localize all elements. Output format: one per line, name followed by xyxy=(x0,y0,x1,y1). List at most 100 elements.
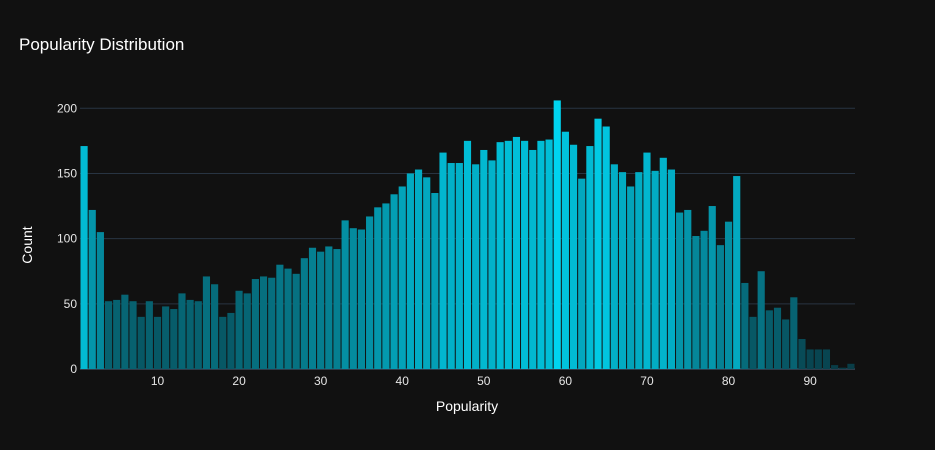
histogram-bar[interactable] xyxy=(129,301,137,369)
histogram-bar[interactable] xyxy=(480,149,488,369)
histogram-bar[interactable] xyxy=(839,367,847,369)
histogram-bar[interactable] xyxy=(423,177,431,369)
histogram-bar[interactable] xyxy=(741,282,749,369)
histogram-bar[interactable] xyxy=(259,276,268,369)
histogram-bar[interactable] xyxy=(349,228,357,369)
histogram-bar[interactable] xyxy=(512,136,521,369)
histogram-bar[interactable] xyxy=(733,176,741,369)
histogram-bar[interactable] xyxy=(243,293,251,369)
histogram-bar[interactable] xyxy=(186,299,194,369)
histogram-bar[interactable] xyxy=(765,310,773,369)
histogram-bar[interactable] xyxy=(676,212,684,369)
histogram-bar[interactable] xyxy=(194,301,202,369)
histogram-bar[interactable] xyxy=(790,297,798,369)
histogram-bar[interactable] xyxy=(602,126,610,369)
histogram-bar[interactable] xyxy=(822,349,831,369)
histogram-bar[interactable] xyxy=(496,142,504,369)
bars xyxy=(80,100,855,370)
histogram-bar[interactable] xyxy=(757,271,765,369)
histogram-bar[interactable] xyxy=(113,299,121,369)
histogram-bar[interactable] xyxy=(488,160,496,369)
histogram-bar[interactable] xyxy=(635,172,643,369)
histogram-bar[interactable] xyxy=(847,363,855,369)
histogram-bar[interactable] xyxy=(398,186,406,369)
histogram-bar[interactable] xyxy=(145,301,153,369)
histogram-bar[interactable] xyxy=(357,229,366,370)
histogram-bar[interactable] xyxy=(88,209,96,369)
histogram-bar[interactable] xyxy=(831,365,839,369)
histogram-bar[interactable] xyxy=(561,131,569,369)
histogram-bar[interactable] xyxy=(782,319,790,369)
histogram-bar[interactable] xyxy=(569,144,578,369)
histogram-bar[interactable] xyxy=(374,207,382,369)
histogram-bar[interactable] xyxy=(545,139,553,369)
histogram-bar[interactable] xyxy=(431,192,439,369)
histogram-bar[interactable] xyxy=(643,152,651,369)
x-tick-label: 30 xyxy=(314,374,328,388)
histogram-bar[interactable] xyxy=(414,169,423,369)
histogram-bar[interactable] xyxy=(578,178,586,369)
histogram-bar[interactable] xyxy=(317,251,325,369)
histogram-bar[interactable] xyxy=(333,249,341,369)
histogram-bar[interactable] xyxy=(341,220,349,369)
histogram-bar[interactable] xyxy=(610,164,618,369)
histogram-bar[interactable] xyxy=(292,273,300,369)
histogram-bar[interactable] xyxy=(219,316,227,369)
histogram-bar[interactable] xyxy=(211,284,219,369)
histogram-bar[interactable] xyxy=(439,152,447,369)
histogram-bar[interactable] xyxy=(300,258,308,369)
histogram-bar[interactable] xyxy=(692,236,700,369)
histogram-bar[interactable] xyxy=(455,163,463,369)
histogram-bar[interactable] xyxy=(700,230,708,369)
histogram-bar[interactable] xyxy=(96,232,104,369)
histogram-bar[interactable] xyxy=(366,216,374,369)
histogram-bar[interactable] xyxy=(463,140,472,369)
histogram-bar[interactable] xyxy=(202,276,211,369)
histogram-bar[interactable] xyxy=(724,221,733,369)
histogram-bar[interactable] xyxy=(627,186,635,369)
histogram-bar[interactable] xyxy=(268,277,276,369)
histogram-bar[interactable] xyxy=(716,245,724,369)
histogram-bar[interactable] xyxy=(553,100,561,370)
x-tick-label: 60 xyxy=(559,374,573,388)
histogram-bar[interactable] xyxy=(708,206,716,369)
histogram-bar[interactable] xyxy=(618,172,627,369)
histogram-bar[interactable] xyxy=(153,316,162,369)
histogram-bar[interactable] xyxy=(472,164,480,369)
histogram-bar[interactable] xyxy=(749,316,757,369)
histogram-bar[interactable] xyxy=(227,312,235,369)
histogram-bar[interactable] xyxy=(162,306,170,369)
histogram-bar[interactable] xyxy=(121,294,129,369)
histogram-bar[interactable] xyxy=(251,279,259,369)
histogram-bar[interactable] xyxy=(325,246,333,369)
histogram-bar[interactable] xyxy=(390,194,398,369)
histogram-bar[interactable] xyxy=(586,146,594,369)
histogram-bar[interactable] xyxy=(447,163,455,369)
histogram-bar[interactable] xyxy=(684,209,692,369)
histogram-bar[interactable] xyxy=(308,247,317,369)
histogram-bar[interactable] xyxy=(806,349,814,369)
histogram-bar[interactable] xyxy=(284,268,292,369)
histogram-bar[interactable] xyxy=(659,157,667,369)
histogram-bar[interactable] xyxy=(178,293,186,369)
histogram-bar[interactable] xyxy=(521,140,529,369)
histogram-bar[interactable] xyxy=(504,140,512,369)
histogram-bar[interactable] xyxy=(104,301,113,369)
histogram-bar[interactable] xyxy=(814,349,822,369)
histogram-bar[interactable] xyxy=(235,290,243,369)
histogram-bar[interactable] xyxy=(276,264,284,369)
x-tick-label: 50 xyxy=(477,374,491,388)
histogram-bar[interactable] xyxy=(537,140,545,369)
histogram-bar[interactable] xyxy=(594,118,602,369)
histogram-bar[interactable] xyxy=(137,316,145,369)
histogram-bar[interactable] xyxy=(773,307,782,369)
y-tick-label: 200 xyxy=(57,101,77,115)
histogram-bar[interactable] xyxy=(382,203,390,369)
histogram-bar[interactable] xyxy=(170,309,178,369)
histogram-bar[interactable] xyxy=(406,173,414,369)
histogram-bar[interactable] xyxy=(529,149,537,369)
histogram-bar[interactable] xyxy=(798,339,806,369)
histogram-bar[interactable] xyxy=(80,146,88,369)
histogram-bar[interactable] xyxy=(651,170,659,369)
histogram-bar[interactable] xyxy=(667,169,676,369)
